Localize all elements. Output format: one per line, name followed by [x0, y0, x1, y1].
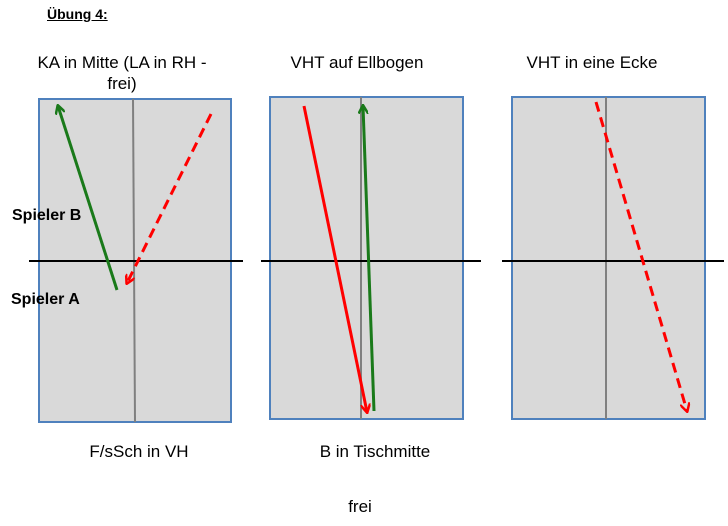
footer-frei: frei: [348, 497, 372, 516]
table-2: [269, 96, 464, 420]
red-arrow-vht-ellbogen: [302, 105, 367, 412]
green-arrow-vht-ellbogen: [363, 106, 376, 412]
heading-ka-close-paren: ): [130, 74, 137, 93]
heading-ka-in-mitte: KA in Mitte (LA in RH - frei): [22, 52, 222, 94]
heading-ka-line2: frei: [107, 74, 131, 93]
heading-ka-line1: KA in Mitte (LA in RH -: [37, 53, 207, 72]
label-spieler-a: Spieler A: [11, 291, 80, 308]
red-dashed-arrow-ecke: [594, 101, 687, 411]
bottom-label-fssch: F/sSch in VH: [89, 442, 189, 461]
label-spieler-b: Spieler B: [12, 207, 82, 224]
bottom-label-b-tischmitte: B in Tischmitte: [319, 442, 431, 461]
heading-vht-in-eine-ecke: VHT in eine Ecke: [526, 53, 658, 72]
exercise-title: Übung 4:: [47, 6, 108, 22]
green-arrow-ka: [58, 106, 119, 291]
table-3: [511, 96, 706, 420]
heading-vht-auf-ellbogen: VHT auf Ellbogen: [290, 53, 424, 72]
